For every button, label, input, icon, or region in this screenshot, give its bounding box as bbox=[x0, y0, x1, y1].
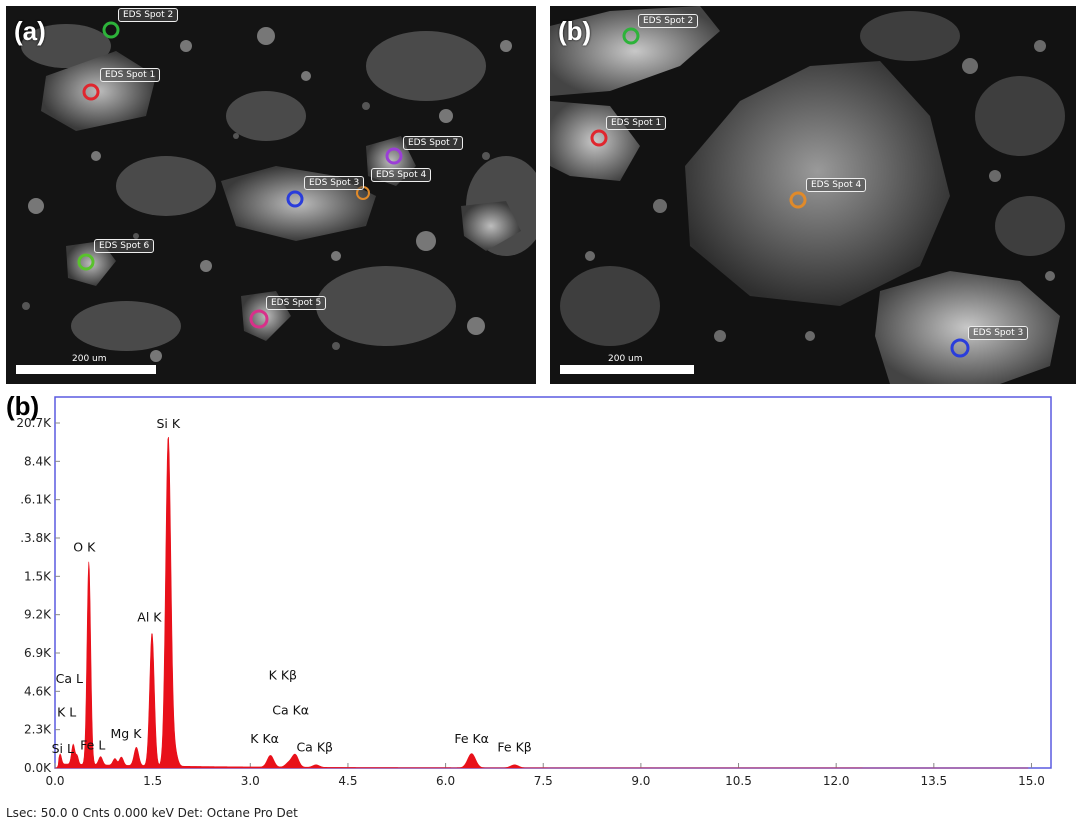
sem-image-a: (a) EDS Spot 2 EDS Spot 1 EDS Spot 7 EDS… bbox=[6, 6, 536, 384]
spot-marker-3 bbox=[286, 190, 304, 208]
scale-bar bbox=[16, 365, 156, 374]
y-tick-label: 1.5K bbox=[24, 569, 52, 583]
peak-label: O K bbox=[73, 539, 96, 554]
peak-label: K Kβ bbox=[269, 668, 297, 683]
y-tick-label: 4.6K bbox=[24, 684, 52, 698]
spot-label: EDS Spot 1 bbox=[606, 116, 667, 130]
x-tick-label: 9.0 bbox=[631, 774, 650, 788]
scale-bar-label: 200 um bbox=[72, 354, 107, 364]
spot-marker-1 bbox=[590, 129, 608, 147]
x-tick-label: 13.5 bbox=[920, 774, 947, 788]
x-tick-label: 7.5 bbox=[534, 774, 553, 788]
panel-label-a: (a) bbox=[14, 16, 46, 46]
y-tick-label: .6.1K bbox=[20, 493, 52, 507]
peak-label: K L bbox=[57, 704, 76, 719]
x-tick-label: 1.5 bbox=[143, 774, 162, 788]
x-tick-label: 6.0 bbox=[436, 774, 455, 788]
peak-label: Mg K bbox=[111, 726, 143, 741]
y-tick-label: 20.7K bbox=[16, 416, 52, 430]
y-tick-label: 8.4K bbox=[24, 454, 52, 468]
sem-image-b: (b) EDS Spot 2 EDS Spot 1 EDS Spot 4 EDS… bbox=[550, 6, 1076, 384]
x-axis: 0.0 1.5 3.0 4.5 6.0 7.5 9.0 10.5 12.0 13.5 15.0 bbox=[45, 763, 1045, 788]
spot-marker-3 bbox=[950, 338, 970, 358]
plot-frame bbox=[54, 396, 1052, 769]
x-tick-label: 10.5 bbox=[725, 774, 752, 788]
spot-markers-a bbox=[77, 21, 403, 329]
eds-spectrum-chart: (b) 0.0K 2.3K 4.6K 6.9K 9.2K 1.5K .3.8K .6.1K 8.… bbox=[6, 393, 1052, 788]
peak-label: Fe Kβ bbox=[497, 739, 531, 754]
x-tick-label: 0.0 bbox=[45, 774, 64, 788]
spot-label: EDS Spot 2 bbox=[638, 14, 699, 28]
peak-label: K Kα bbox=[250, 731, 279, 746]
y-axis: 0.0K 2.3K 4.6K 6.9K 9.2K 1.5K .3.8K .6.1K 8.4K 20… bbox=[16, 416, 60, 775]
peak-label: Si K bbox=[156, 416, 180, 431]
x-tick-label: 12.0 bbox=[823, 774, 850, 788]
peak-labels: Si K O K Al K Ca L K L Si L Fe L Mg K K Kβ Ca Kα K… bbox=[52, 416, 532, 756]
spot-marker-5 bbox=[249, 309, 269, 329]
y-tick-label: .3.8K bbox=[20, 531, 52, 545]
y-tick-label: 0.0K bbox=[24, 761, 52, 775]
spot-marker-2 bbox=[102, 21, 120, 39]
peak-label: Al K bbox=[137, 609, 162, 624]
y-tick-label: 2.3K bbox=[24, 723, 52, 737]
peak-label: Fe Kα bbox=[454, 731, 489, 746]
spot-label: EDS Spot 5 bbox=[266, 296, 327, 310]
peak-label: Ca Kα bbox=[272, 703, 309, 718]
panel-label-spectrum: (b) bbox=[6, 393, 39, 421]
x-tick-label: 4.5 bbox=[338, 774, 357, 788]
panel-label-b: (b) bbox=[558, 16, 592, 46]
sem-texture-b bbox=[550, 6, 1076, 384]
spot-label: EDS Spot 4 bbox=[371, 168, 432, 182]
spot-label: EDS Spot 7 bbox=[403, 136, 464, 150]
y-tick-label: 9.2K bbox=[24, 608, 52, 622]
spot-marker-7 bbox=[385, 147, 403, 165]
spot-marker-4 bbox=[789, 191, 807, 209]
spot-marker-1 bbox=[82, 83, 100, 101]
y-tick-label: 6.9K bbox=[24, 646, 52, 660]
spot-label: EDS Spot 3 bbox=[968, 326, 1029, 340]
peak-label: Ca L bbox=[56, 671, 83, 686]
x-tick-label: 3.0 bbox=[241, 774, 260, 788]
acquisition-info: Lsec: 50.0 0 Cnts 0.000 keV Det: Octane … bbox=[6, 806, 298, 820]
peak-label: Ca Kβ bbox=[296, 739, 333, 754]
scale-bar-label: 200 um bbox=[608, 354, 643, 364]
x-tick-label: 15.0 bbox=[1018, 774, 1045, 788]
peak-label: Fe L bbox=[80, 738, 105, 753]
spot-label: EDS Spot 6 bbox=[94, 239, 155, 253]
spot-markers-b bbox=[590, 27, 970, 358]
spot-marker-2 bbox=[622, 27, 640, 45]
spot-label: EDS Spot 3 bbox=[304, 176, 365, 190]
spectrum-area bbox=[54, 436, 1029, 769]
spot-marker-6 bbox=[77, 253, 95, 271]
scale-bar bbox=[560, 365, 694, 374]
peak-label: Si L bbox=[52, 741, 74, 756]
spot-label: EDS Spot 4 bbox=[806, 178, 867, 192]
spot-label: EDS Spot 1 bbox=[100, 68, 161, 82]
spectrum-series bbox=[54, 436, 1029, 769]
spot-label: EDS Spot 2 bbox=[118, 8, 179, 22]
